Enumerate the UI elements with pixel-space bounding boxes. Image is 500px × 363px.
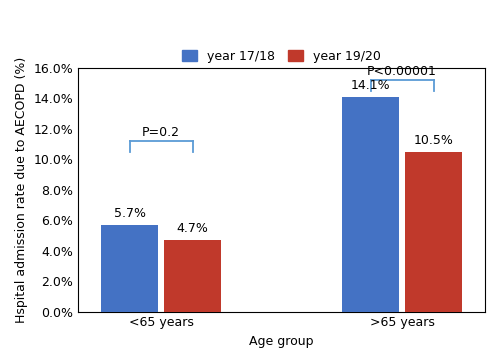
Bar xyxy=(342,97,399,311)
Legend: year 17/18, year 19/20: year 17/18, year 19/20 xyxy=(178,45,386,68)
Text: 4.7%: 4.7% xyxy=(177,223,208,235)
X-axis label: Age group: Age group xyxy=(250,335,314,348)
Text: P=0.2: P=0.2 xyxy=(142,126,180,139)
Bar xyxy=(164,240,222,311)
Text: 5.7%: 5.7% xyxy=(114,207,146,220)
Text: 14.1%: 14.1% xyxy=(350,79,391,92)
Bar xyxy=(405,151,462,311)
Bar xyxy=(101,225,158,311)
Y-axis label: Hspital admission rate due to AECOPD (%): Hspital admission rate due to AECOPD (%) xyxy=(15,57,28,323)
Text: 10.5%: 10.5% xyxy=(414,134,454,147)
Text: P<0.00001: P<0.00001 xyxy=(367,65,437,78)
